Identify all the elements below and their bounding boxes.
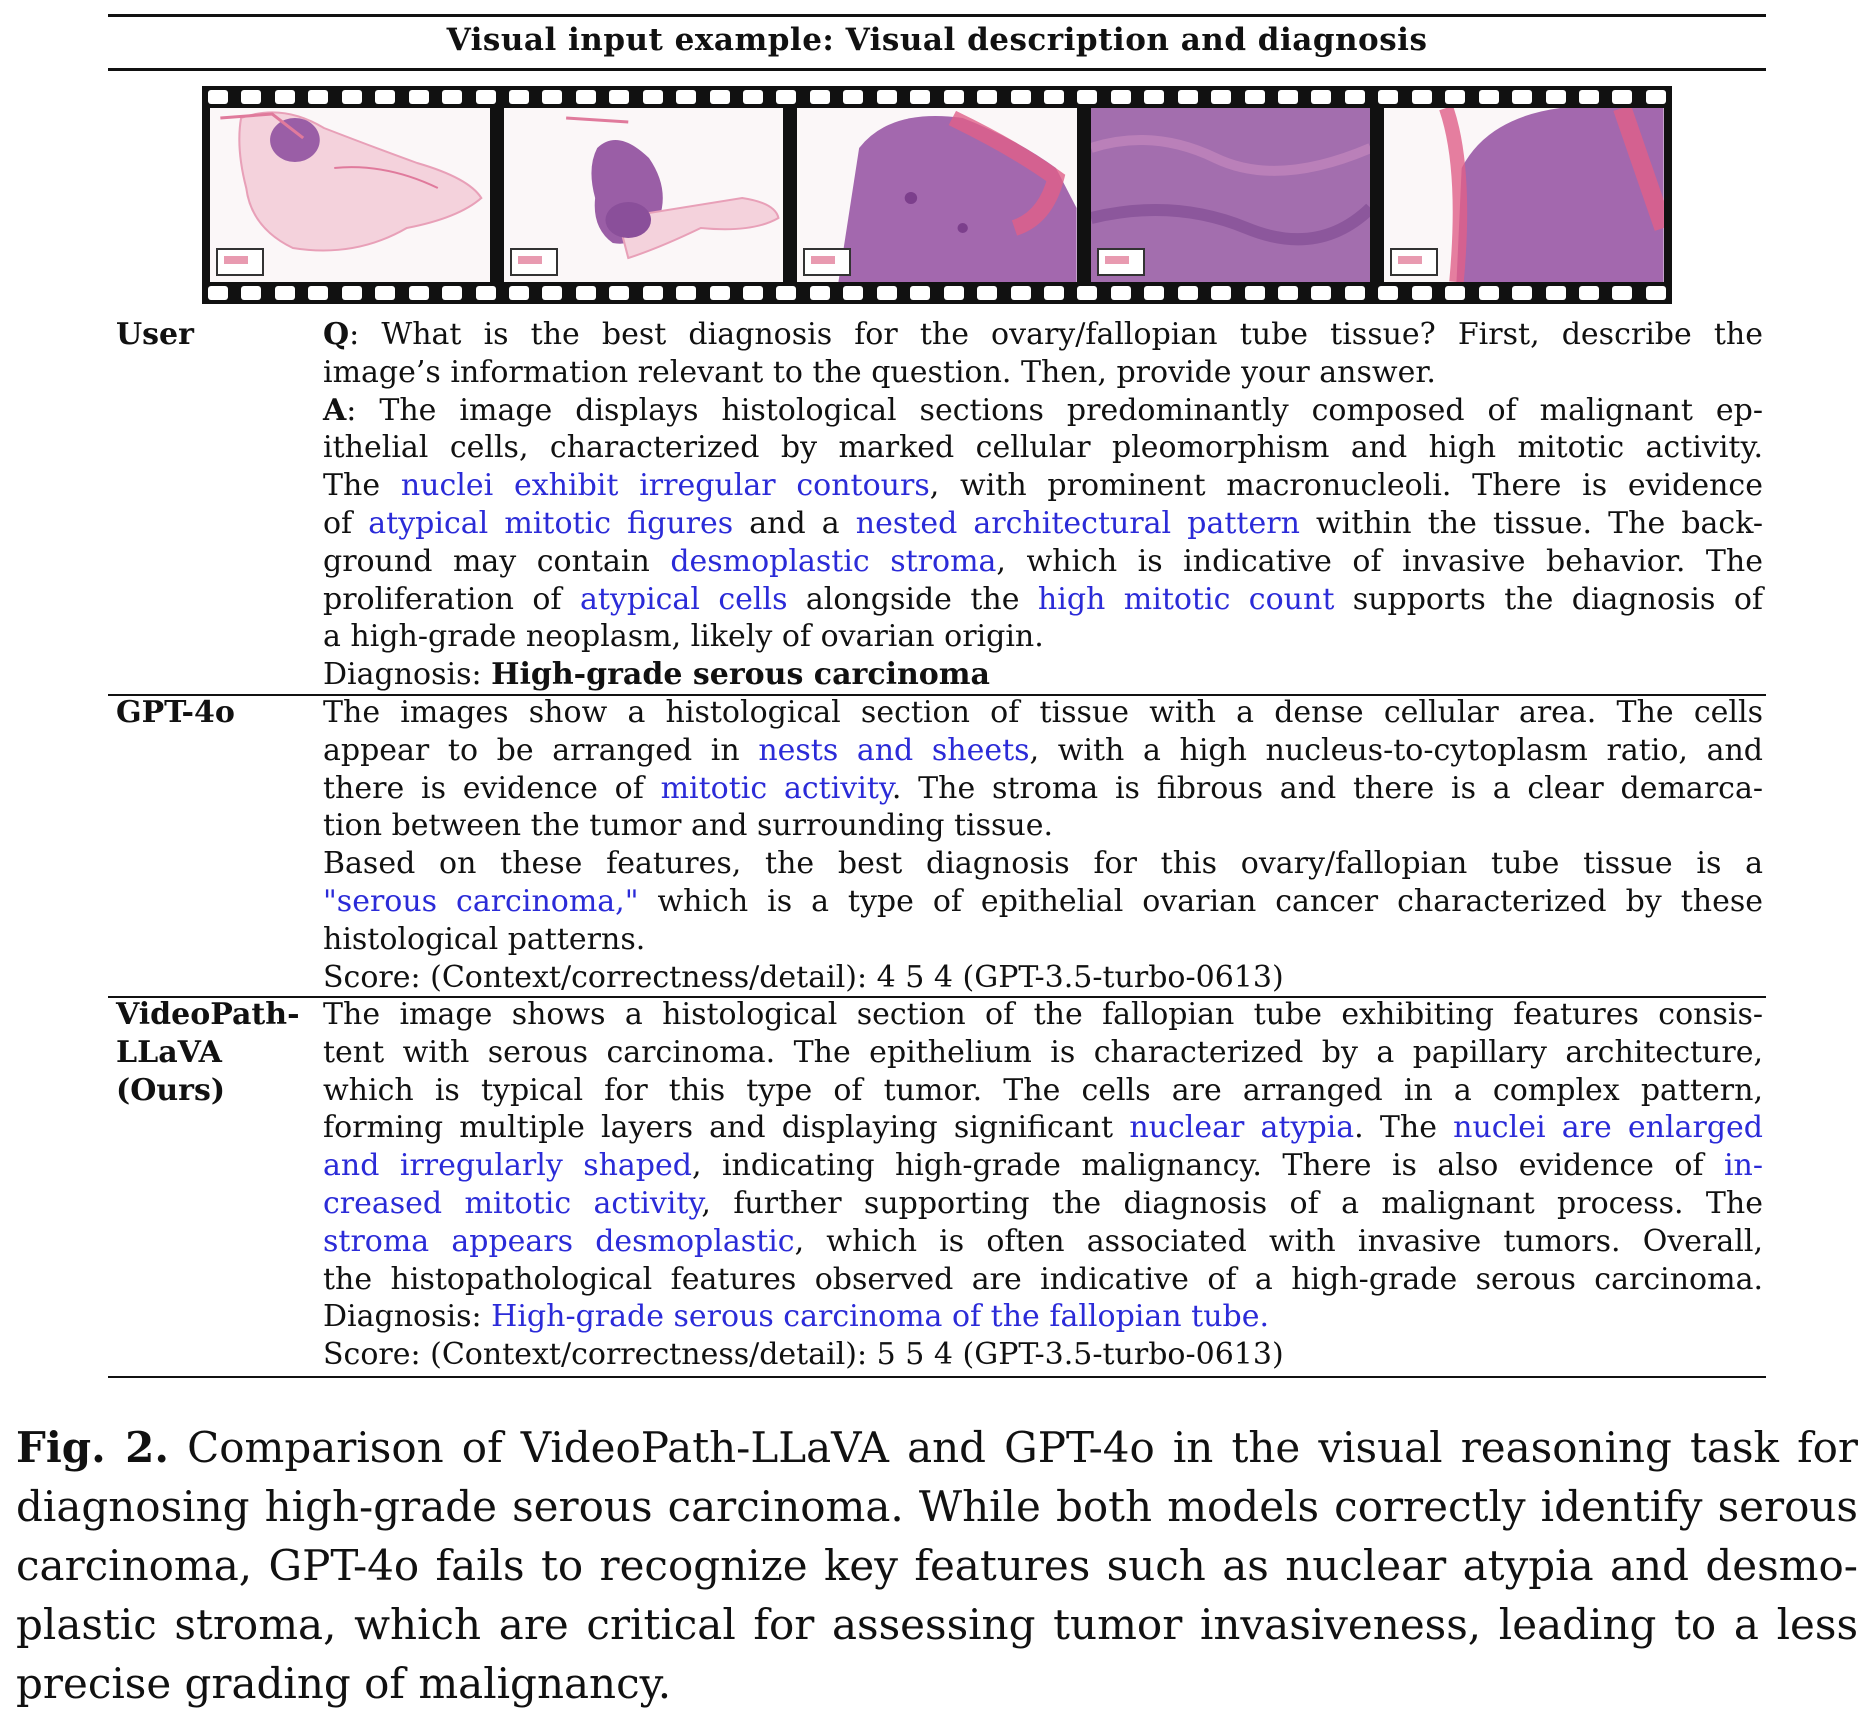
row-label-user: User — [116, 317, 194, 352]
user-answer-line: proliferation of atypical cells alongsid… — [323, 581, 1764, 617]
slide-overview-thumbnail — [216, 248, 264, 276]
highlight-phrase: atypical mitotic figures — [368, 505, 734, 541]
title-rule — [108, 68, 1766, 71]
histology-frame-3 — [797, 108, 1077, 282]
user-answer-line: A: The image displays histological secti… — [323, 392, 1763, 428]
highlight-phrase: and irregularly shaped — [323, 1148, 692, 1184]
highlight-phrase: stroma appears desmoplastic — [323, 1223, 795, 1259]
row-divider-1 — [108, 694, 1766, 696]
gpt4o-line: histological patterns. — [323, 921, 646, 957]
user-answer-line: of atypical mitotic figures and a nested… — [323, 505, 1763, 541]
gpt4o-line: there is evidence of mitotic activity. T… — [323, 770, 1763, 806]
user-answer-line: The nuclei exhibit irregular contours, w… — [323, 468, 1763, 504]
gpt4o-line: tion between the tumor and surrounding t… — [323, 808, 1054, 844]
gpt4o-line: "serous carcinoma," which is a type of e… — [323, 883, 1763, 919]
video-filmstrip — [202, 86, 1672, 304]
bottom-rule — [108, 1376, 1766, 1378]
caption-line: diagnosing high-grade serous carcinoma. … — [16, 1482, 1858, 1531]
gpt4o-line: The images show a histological section o… — [323, 695, 1763, 730]
highlight-phrase: "serous carcinoma," — [323, 883, 639, 919]
ours-text-block: The image shows a histological section o… — [323, 996, 1763, 1374]
caption-line: plastic stroma, which are critical for a… — [16, 1600, 1858, 1649]
ours-line: forming multiple layers and displaying s… — [323, 1110, 1763, 1146]
ours-line: the histopathological features observed … — [323, 1261, 1763, 1297]
gpt4o-text-block: The images show a histological section o… — [323, 694, 1763, 996]
slide-overview-thumbnail — [803, 248, 852, 276]
highlight-phrase: in- — [1723, 1148, 1763, 1184]
ours-line: The image shows a histological section o… — [323, 997, 1763, 1032]
histology-frame-2 — [503, 108, 784, 282]
highlight-phrase: mitotic activity — [660, 770, 892, 806]
caption-label: Fig. 2. — [16, 1423, 169, 1472]
row-label-ours: VideoPath- LLaVA (Ours) — [116, 997, 300, 1108]
ours-line: and irregularly shaped, indicating high-… — [323, 1148, 1763, 1184]
sprocket-row-bottom — [208, 286, 1666, 300]
slide-overview-thumbnail — [509, 248, 558, 276]
user-answer-line: ground may contain desmoplastic stroma, … — [323, 543, 1764, 579]
ours-line: which is typical for this type of tumor.… — [323, 1072, 1763, 1108]
slide-overview-thumbnail — [1096, 248, 1145, 276]
histology-frame-4 — [1090, 108, 1371, 282]
highlight-phrase: nests and sheets — [758, 732, 1030, 768]
highlight-phrase: nuclei exhibit irregular contours — [400, 468, 930, 504]
user-question-line: image’s information relevant to the ques… — [323, 354, 1436, 390]
histology-frame-5 — [1384, 108, 1664, 282]
row-label-gpt4o: GPT-4o — [116, 695, 235, 730]
gpt4o-line: Based on these features, the best diagno… — [323, 846, 1763, 882]
gpt4o-line: appear to be arranged in nests and sheet… — [323, 732, 1763, 768]
highlight-phrase: High-grade serous carcinoma of the fallo… — [491, 1299, 1270, 1335]
row-divider-2 — [108, 996, 1766, 998]
top-rule — [108, 14, 1766, 17]
highlight-phrase: high mitotic count — [1037, 581, 1335, 617]
caption-line: Fig. 2. Comparison of VideoPath-LLaVA an… — [16, 1423, 1858, 1472]
highlight-phrase: nuclei are enlarged — [1453, 1110, 1763, 1146]
gpt4o-score: Score: (Context/correctness/detail): 4 5… — [323, 959, 1284, 995]
highlight-phrase: creased mitotic activity — [323, 1185, 702, 1221]
ours-line: creased mitotic activity, further suppor… — [323, 1185, 1763, 1221]
highlight-phrase: desmoplastic stroma — [670, 543, 997, 579]
histology-frame-1 — [210, 108, 490, 282]
ours-score: Score: (Context/correctness/detail): 5 5… — [323, 1337, 1284, 1373]
table-title: Visual input example: Visual description… — [446, 22, 1428, 58]
ours-line: stroma appears desmoplastic, which is of… — [323, 1223, 1763, 1259]
ours-line: tent with serous carcinoma. The epitheli… — [323, 1034, 1763, 1070]
ours-diagnosis: Diagnosis: High-grade serous carcinoma o… — [323, 1299, 1270, 1335]
highlight-phrase: nuclear atypia — [1129, 1110, 1355, 1146]
highlight-phrase: atypical cells — [579, 581, 788, 617]
slide-overview-thumbnail — [1390, 248, 1439, 276]
sprocket-row-top — [208, 90, 1666, 104]
user-text-block: Q: What is the best diagnosis for the ov… — [323, 316, 1763, 694]
user-answer-line: a high-grade neoplasm, likely of ovarian… — [323, 619, 1044, 655]
user-diagnosis: Diagnosis: High-grade serous carcinoma — [323, 657, 990, 693]
highlight-phrase: nested architectural pattern — [855, 505, 1300, 541]
caption-line: carcinoma, GPT-4o fails to recognize key… — [16, 1541, 1858, 1590]
figure-caption: Fig. 2. Comparison of VideoPath-LLaVA an… — [16, 1418, 1858, 1713]
user-answer-line: ithelial cells, characterized by marked … — [323, 430, 1763, 466]
caption-line: precise grading of malignancy. — [16, 1659, 672, 1708]
user-question-line: Q: What is the best diagnosis for the ov… — [323, 317, 1763, 352]
